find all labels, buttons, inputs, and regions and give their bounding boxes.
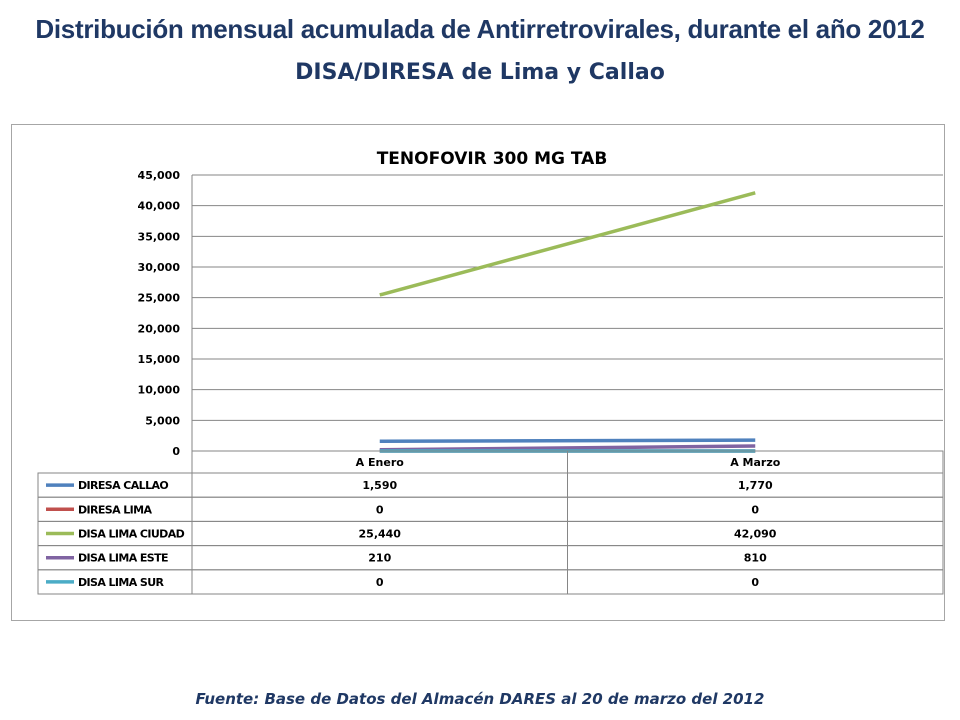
legend-label: DISA LIMA ESTE xyxy=(78,552,168,565)
data-value-cell: 810 xyxy=(744,552,767,565)
data-value-cell: 0 xyxy=(751,576,759,589)
y-tick-label: 20,000 xyxy=(138,322,181,335)
table-header-cell: A Enero xyxy=(356,456,405,469)
data-value-cell: 210 xyxy=(368,552,391,565)
data-value-cell: 1,770 xyxy=(738,479,773,492)
chart: 0 5,000 10,000 15,000 20,000 25,000 30,000 35,0… xyxy=(37,149,944,595)
table-row xyxy=(37,569,944,595)
table-row xyxy=(37,545,944,571)
chart-frame: 0 5,000 10,000 15,000 20,000 25,000 30,000 35,0… xyxy=(11,124,945,621)
y-tick-label: 25,000 xyxy=(138,292,181,305)
data-value-cell: 0 xyxy=(751,503,759,516)
data-value-cell: 0 xyxy=(376,576,384,589)
legend-label: DISA LIMA CIUDAD xyxy=(78,528,185,541)
y-tick-label: 35,000 xyxy=(138,230,181,243)
y-tick-label: 45,000 xyxy=(138,169,181,182)
data-value-cell: 42,090 xyxy=(734,528,777,541)
y-tick-label: 15,000 xyxy=(138,353,181,366)
legend-label: DIRESA LIMA xyxy=(78,503,153,516)
data-value-cell: 25,440 xyxy=(359,528,402,541)
y-tick-label: 40,000 xyxy=(138,200,181,213)
source-note: Fuente: Base de Datos del Almacén DARES … xyxy=(195,690,765,708)
y-tick-label: 10,000 xyxy=(138,384,181,397)
table-row xyxy=(37,496,944,522)
y-tick-label: 5,000 xyxy=(145,414,180,427)
table-header-cell: A Marzo xyxy=(730,456,781,469)
series-line xyxy=(379,191,756,297)
data-value-cell: 1,590 xyxy=(362,479,397,492)
legend-label: DISA LIMA SUR xyxy=(78,576,165,589)
page-subtitle: DISA/DIRESA de Lima y Callao xyxy=(295,60,665,85)
data-value-cell: 0 xyxy=(376,503,384,516)
y-tick-label: 0 xyxy=(172,445,180,458)
legend-label: DIRESA CALLAO xyxy=(78,479,168,492)
chart-title: TENOFOVIR 300 MG TAB xyxy=(377,149,608,169)
y-tick-label: 30,000 xyxy=(138,261,181,274)
series-line xyxy=(379,444,756,452)
series-line xyxy=(379,438,756,443)
page-title: Distribución mensual acumulada de Antirr… xyxy=(35,14,925,44)
table-row xyxy=(37,472,944,498)
